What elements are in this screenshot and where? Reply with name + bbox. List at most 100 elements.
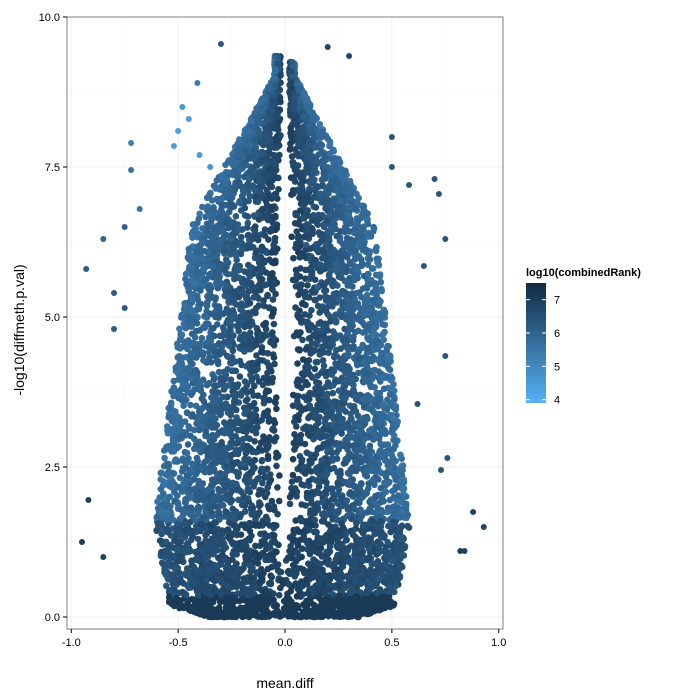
cloud-point (236, 285, 244, 292)
cloud-point (332, 260, 340, 267)
cloud-point (194, 261, 201, 269)
cloud-point (187, 511, 194, 518)
cloud-point (397, 535, 405, 543)
cloud-point (212, 415, 219, 423)
cloud-point (261, 226, 269, 233)
cloud-point (360, 536, 368, 543)
cloud-point (326, 543, 334, 550)
cloud-point (224, 526, 232, 533)
cloud-point (332, 215, 339, 222)
cloud-point (170, 516, 177, 524)
cloud-point (249, 564, 256, 571)
cloud-point (249, 182, 256, 189)
cloud-point (323, 479, 330, 486)
cloud-point (289, 471, 297, 479)
cloud-point (349, 343, 357, 351)
cloud-point (270, 532, 278, 539)
cloud-point (246, 519, 253, 527)
cloud-point (176, 387, 184, 394)
cloud-point (180, 402, 187, 410)
cloud-point (329, 389, 337, 397)
cloud-point (364, 261, 372, 269)
cloud-point (380, 498, 387, 505)
cloud-point (324, 379, 332, 386)
cloud-point (236, 373, 244, 380)
cloud-point (214, 535, 221, 542)
cloud-point (379, 401, 387, 408)
cloud-point (329, 303, 336, 310)
cloud-point (288, 153, 296, 160)
cloud-point (357, 234, 365, 241)
cloud-point (185, 423, 192, 430)
cloud-point (208, 476, 216, 484)
cloud-point (209, 465, 216, 472)
cloud-point (309, 348, 317, 355)
cloud-point (388, 375, 396, 382)
cloud-point (227, 324, 234, 332)
cloud-point (192, 471, 200, 478)
cloud-point (376, 394, 384, 401)
cloud-point (335, 583, 343, 590)
cloud-point (291, 418, 298, 426)
cloud-point (303, 396, 311, 404)
cloud-point (352, 219, 360, 227)
cloud-point (307, 179, 314, 187)
cloud-point (203, 314, 211, 321)
cloud-point (288, 478, 296, 486)
cloud-point (387, 528, 395, 536)
cloud-point (305, 462, 312, 470)
cloud-point (200, 357, 207, 364)
cloud-point (298, 300, 306, 308)
cloud-point (327, 318, 334, 325)
cloud-point (243, 363, 250, 370)
cloud-point (270, 590, 277, 597)
cloud-point (170, 377, 178, 385)
cloud-point (203, 224, 211, 232)
cloud-point (323, 392, 331, 400)
cloud-point (394, 557, 402, 565)
cloud-point (258, 457, 266, 465)
cloud-point (310, 211, 317, 219)
cloud-point (199, 515, 207, 522)
cloud-point (241, 476, 249, 484)
cloud-point (264, 565, 272, 573)
cloud-point (170, 392, 177, 400)
cloud-point (225, 157, 233, 164)
cloud-point (232, 213, 240, 220)
cloud-point (260, 395, 268, 402)
cloud-point (205, 418, 213, 426)
cloud-point (251, 438, 258, 445)
cloud-point (226, 251, 234, 258)
cloud-point (274, 484, 281, 491)
cloud-point (365, 554, 372, 562)
cloud-point (310, 453, 317, 461)
cloud-point (355, 194, 363, 202)
cloud-point (297, 265, 304, 272)
cloud-point (353, 448, 360, 456)
cloud-point (224, 393, 231, 401)
cloud-point (252, 309, 259, 317)
cloud-point (360, 226, 367, 233)
cloud-point (216, 541, 224, 548)
cloud-point (180, 511, 187, 518)
cloud-point (298, 456, 306, 464)
cloud-point (337, 228, 344, 235)
cloud-point (365, 545, 373, 553)
cloud-point (298, 501, 306, 508)
cloud-point (291, 485, 299, 492)
cloud-point (237, 238, 245, 246)
cloud-point (260, 433, 267, 440)
cloud-point (342, 218, 350, 226)
cloud-point (284, 568, 292, 576)
cloud-point (335, 387, 343, 395)
cloud-point (258, 148, 266, 156)
cloud-point (184, 441, 192, 448)
cloud-point (222, 508, 229, 515)
cloud-point (272, 290, 279, 298)
cloud-point (371, 325, 378, 332)
cloud-point (205, 193, 213, 200)
cloud-point (208, 509, 215, 516)
cloud-point (248, 335, 255, 343)
cloud-point (268, 573, 276, 581)
cloud-point (399, 485, 406, 493)
